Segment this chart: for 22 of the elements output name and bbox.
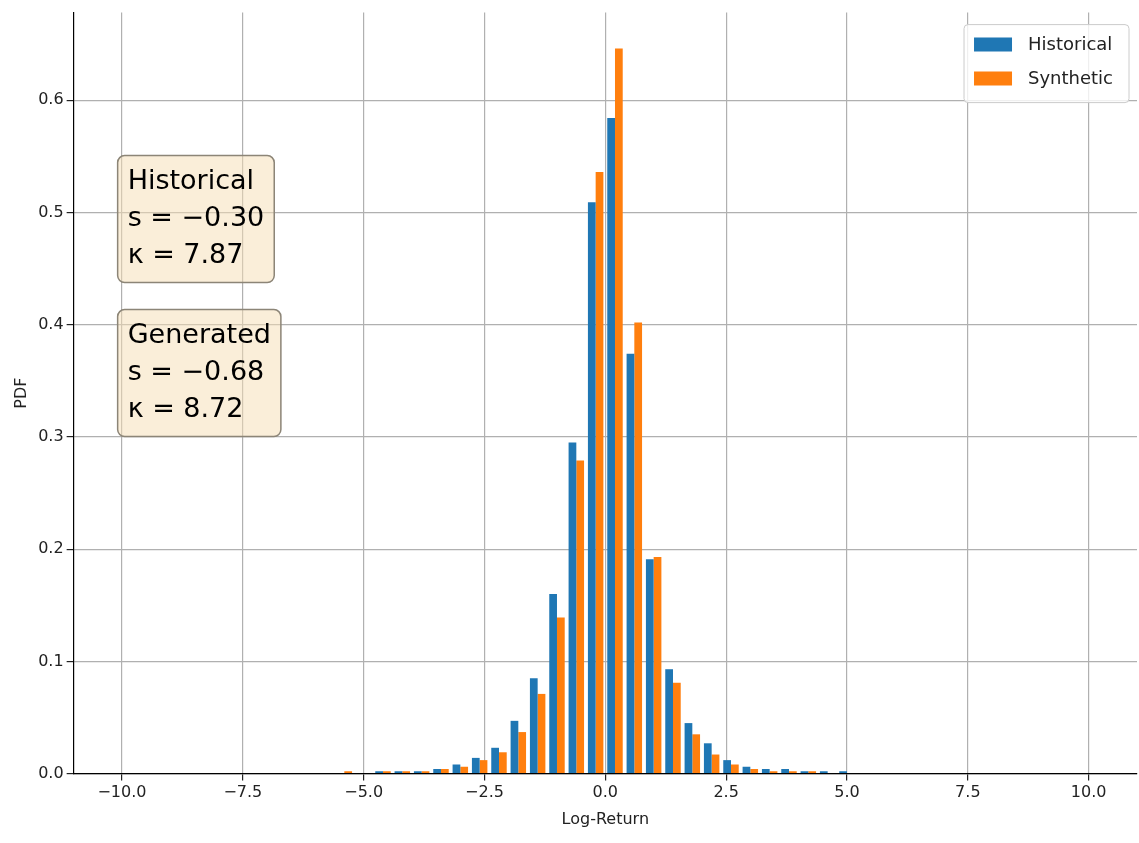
x-tick-label: −7.5	[223, 782, 263, 802]
x-tick-label: 5.0	[834, 782, 860, 802]
legend-label: Synthetic	[1028, 67, 1113, 89]
legend-label: Historical	[1028, 33, 1113, 55]
y-axis-title: PDF	[10, 377, 30, 409]
y-tick-label: 0.1	[38, 650, 64, 670]
y-tick-label: 0.3	[38, 426, 64, 446]
y-tick-label: 0.4	[38, 313, 64, 333]
x-tick-label: 0.0	[592, 782, 619, 802]
x-tick-label: 10.0	[1070, 782, 1107, 802]
annotation: Generated s = −0.68 κ = 8.72	[127, 317, 271, 423]
x-tick-label: 7.5	[955, 782, 981, 802]
x-axis-title: Log-Return	[561, 808, 650, 828]
annotation: Historical s = −0.30 κ = 7.87	[127, 163, 265, 269]
x-tick-label: −10.0	[97, 782, 147, 802]
x-tick-label: −2.5	[465, 782, 504, 802]
x-tick-label: −5.0	[344, 782, 384, 802]
y-tick-label: 0.2	[38, 538, 64, 558]
y-tick-label: 0.0	[38, 762, 64, 782]
y-tick-label: 0.5	[38, 201, 64, 221]
y-tick-label: 0.6	[38, 89, 64, 109]
x-tick-label: 2.5	[713, 782, 739, 802]
